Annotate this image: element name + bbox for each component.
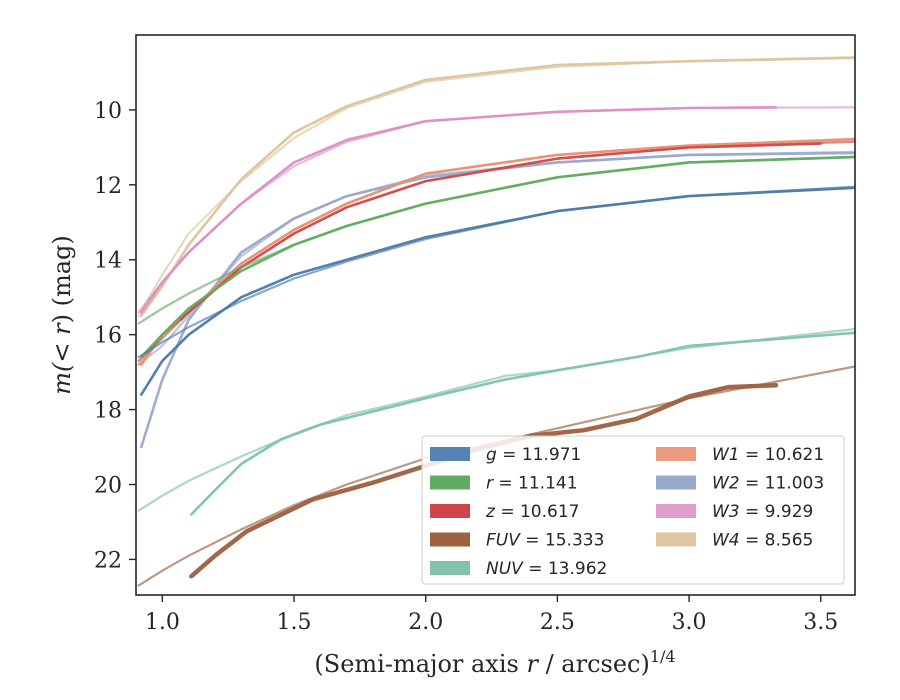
y-axis-label-prefix: m(< xyxy=(48,335,76,395)
x-tick-label: 1.0 xyxy=(145,610,180,635)
x-tick-label: 3.5 xyxy=(803,610,838,635)
series-w4 xyxy=(137,56,855,318)
legend-label: r = 11.141 xyxy=(486,474,578,494)
legend-item-w2: W2 = 11.003 xyxy=(656,474,824,494)
legend-item-w4: W4 = 8.565 xyxy=(656,531,813,551)
legend-item-w3: W3 = 9.929 xyxy=(656,502,813,522)
legend-swatch xyxy=(656,504,696,518)
x-axis-label: (Semi-major axis r / arcsec)1/4 xyxy=(314,647,675,678)
y-tick-label: 20 xyxy=(94,473,122,498)
y-axis-label: m(< r) (mag) xyxy=(48,235,76,395)
legend-swatch xyxy=(656,447,696,461)
series-g-model-line xyxy=(137,185,855,359)
series-nuv-profile-line xyxy=(190,331,855,516)
legend: g = 11.971 r = 11.141 z = 10.617 FUV = 15.3… xyxy=(421,435,845,585)
x-tick-label: 2.0 xyxy=(408,610,443,635)
legend-swatch xyxy=(430,447,470,461)
series-g xyxy=(137,185,855,396)
legend-label: W4 = 8.565 xyxy=(712,531,813,551)
x-tick-label: 1.5 xyxy=(277,610,312,635)
series-nuv xyxy=(137,327,855,516)
legend-item-g: g = 11.971 xyxy=(430,445,581,465)
x-tick-label: 2.5 xyxy=(540,610,575,635)
legend-label: W2 = 11.003 xyxy=(712,474,824,494)
series-fuv-model-line xyxy=(137,365,855,587)
series-g-profile-line xyxy=(140,186,855,396)
x-tick-label: 3.0 xyxy=(672,610,707,635)
series-w3-model-line xyxy=(137,106,855,314)
y-tick-label: 16 xyxy=(94,324,122,349)
legend-label: g = 11.971 xyxy=(486,445,581,465)
series-w3-profile-line xyxy=(140,106,778,314)
legend-item-w1: W1 = 10.621 xyxy=(656,445,824,465)
series-w1-profile-line xyxy=(140,137,855,366)
y-axis-label-suffix: ) (mag) xyxy=(48,235,76,323)
series-w4-model-line xyxy=(137,57,855,317)
series-w2-model-line xyxy=(137,150,855,366)
y-tick-label: 22 xyxy=(94,548,122,573)
series-w3 xyxy=(137,106,855,314)
x-axis-label-main: (Semi-major axis xyxy=(314,650,526,678)
series-w4-profile-line xyxy=(140,56,855,318)
legend-swatch xyxy=(430,532,470,547)
x-axis-label-tail: / arcsec) xyxy=(538,650,650,678)
plot-frame xyxy=(135,34,856,596)
y-tick-label: 12 xyxy=(94,174,122,199)
legend-swatch xyxy=(430,504,470,518)
series-w2-profile-line xyxy=(140,151,855,449)
x-axis-label-sup: 1/4 xyxy=(650,647,676,666)
y-tick-label: 10 xyxy=(94,99,122,124)
legend-item-nuv: NUV = 13.962 xyxy=(430,559,607,579)
legend-label: NUV = 13.962 xyxy=(486,559,607,579)
x-axis-label-var: r xyxy=(526,650,539,678)
legend-label: FUV = 15.333 xyxy=(486,531,604,551)
y-axis-label-var: r xyxy=(48,322,76,335)
legend-item-fuv: FUV = 15.333 xyxy=(430,531,604,551)
series-r xyxy=(137,155,855,359)
legend-swatch xyxy=(430,475,470,490)
series-w2 xyxy=(137,150,855,449)
y-tick-label: 14 xyxy=(94,249,122,274)
legend-swatch xyxy=(430,561,470,575)
legend-items: g = 11.971 r = 11.141 z = 10.617 FUV = 15.3… xyxy=(430,445,824,579)
series-w1 xyxy=(137,137,855,366)
x-axis-ticks: 1.0 1.5 2.0 2.5 3.0 3.5 xyxy=(145,595,838,635)
y-axis-ticks: 10 12 14 16 18 20 22 xyxy=(94,99,136,573)
legend-item-r: r = 11.141 xyxy=(430,474,578,494)
series-r-profile-line xyxy=(140,155,855,359)
y-tick-label: 18 xyxy=(94,399,122,424)
legend-frame xyxy=(421,435,845,585)
legend-label: W3 = 9.929 xyxy=(712,502,813,522)
legend-label: z = 10.617 xyxy=(485,502,579,522)
legend-item-z: z = 10.617 xyxy=(430,502,579,522)
legend-label: W1 = 10.621 xyxy=(712,445,824,465)
legend-swatch xyxy=(656,475,696,490)
legend-swatch xyxy=(656,532,696,547)
